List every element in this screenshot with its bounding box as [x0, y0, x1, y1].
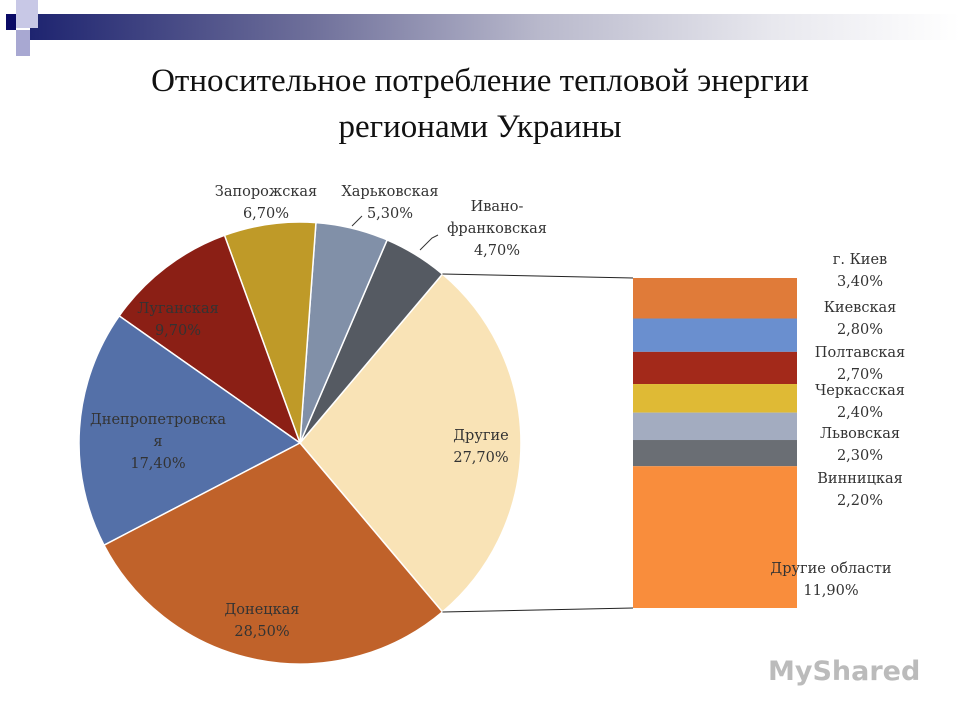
title-line-1: Относительное потребление тепловой энерг… — [151, 63, 809, 99]
bar-segment — [633, 384, 797, 413]
data-label-dnepropetrovskaya: Днепропетровска я 17,40% — [90, 412, 226, 472]
myshared-logo: MyShared — [768, 656, 921, 687]
pie-slice — [118, 234, 302, 445]
bar-data-label: Полтавская 2,70% — [815, 345, 905, 383]
data-label-kharkovskaya: Харьковская 5,30% — [341, 184, 438, 222]
bar-data-label: Львовская 2,30% — [820, 426, 900, 464]
header-square — [16, 30, 30, 56]
data-label-zaporozhskaya: Запорожская 6,70% — [215, 184, 317, 222]
connector-line — [442, 273, 634, 279]
bar-segment — [633, 278, 797, 319]
pie-slice — [103, 442, 444, 665]
pie-slice — [78, 314, 302, 547]
bar-segment — [633, 318, 797, 352]
leader-line — [419, 234, 439, 251]
bar-segment — [633, 412, 797, 441]
bar-data-label: Винницкая 2,20% — [817, 471, 903, 509]
title-line-2: регионами Украины — [338, 109, 622, 145]
page-title: Относительное потребление тепловой энерг… — [0, 58, 960, 150]
data-label-donetskaya: Донецкая 28,50% — [225, 602, 300, 640]
bar-segment — [633, 466, 797, 608]
bar-data-label: Черкасская 2,40% — [815, 383, 905, 421]
data-label-other: Другие 27,70% — [453, 428, 508, 466]
bar-data-label: Киевская 2,80% — [824, 300, 897, 338]
bar-data-label: Другие области 11,90% — [770, 561, 891, 599]
bar-segment — [633, 351, 797, 385]
data-label-ivano-frankovskaya: Ивано-франковская 4,70% — [447, 199, 547, 259]
leader-line — [351, 215, 363, 227]
connector-line — [442, 607, 634, 613]
header-square — [16, 0, 38, 28]
header-gradient-bar — [30, 14, 960, 40]
bar-segment — [633, 440, 797, 467]
data-label-luganskaya: Луганская 9,70% — [137, 301, 219, 339]
pie-slice — [299, 272, 522, 614]
bar-data-label: г. Киев 3,40% — [833, 252, 887, 290]
header-square — [6, 14, 16, 30]
